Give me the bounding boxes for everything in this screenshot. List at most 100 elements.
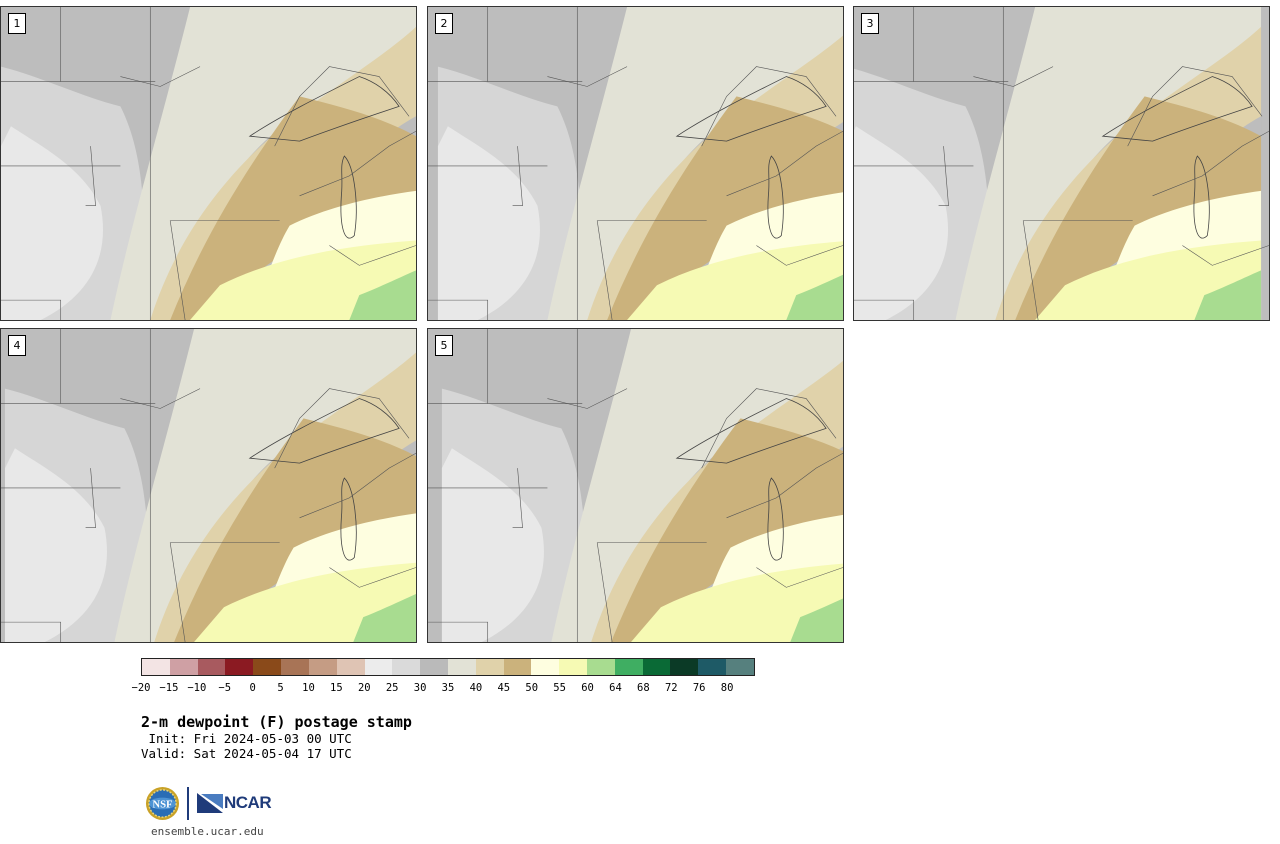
state-border [1152, 130, 1269, 197]
state-border [299, 130, 416, 197]
field-60-64 [1194, 270, 1262, 320]
colorbar-swatch [420, 659, 448, 675]
dewpoint-field [441, 329, 843, 642]
colorbar-tick-label: −20 [131, 682, 151, 694]
nsf-seal-icon: NSF [145, 786, 180, 821]
dewpoint-field [4, 329, 416, 642]
field-20-25 [4, 448, 107, 642]
state-border [512, 468, 523, 529]
colorbar-tick-label: 55 [553, 682, 566, 694]
member-panel-1: 1 [0, 6, 417, 321]
colorbar-tick-label: 40 [469, 682, 483, 694]
state-border [701, 66, 837, 147]
colorbar-swatch [531, 659, 560, 675]
logo-divider [187, 787, 189, 820]
state-border [1, 329, 156, 404]
state-border [596, 220, 613, 320]
lake-michigan-outline [767, 155, 784, 239]
state-border [973, 66, 1054, 87]
lake-superior-outline [1101, 76, 1253, 142]
state-border [120, 388, 201, 409]
state-border [329, 567, 416, 588]
state-border [329, 245, 416, 266]
lake-michigan-outline [340, 155, 357, 239]
state-border [428, 621, 489, 642]
member-panel-3: 3 [853, 6, 1270, 321]
dewpoint-map-2 [428, 7, 843, 320]
state-border [85, 468, 96, 529]
dewpoint-map-4 [1, 329, 416, 642]
state-border [756, 567, 843, 588]
valid-time: Valid: Sat 2024-05-04 17 UTC [141, 746, 352, 761]
field-60-64 [353, 594, 416, 642]
state-border [726, 452, 843, 519]
field-45-50 [170, 96, 416, 320]
lake-michigan-outline [767, 477, 784, 561]
lake-superior-outline [248, 76, 400, 142]
colorbar-tick-label: 45 [497, 682, 511, 694]
field-60-64 [349, 270, 416, 320]
state-border [1, 299, 62, 320]
panel-number-label: 1 [8, 13, 26, 34]
state-border [854, 299, 915, 320]
panel-number-label: 4 [8, 335, 26, 356]
colorbar-tick-label: 5 [277, 682, 284, 694]
lake-michigan-outline [1193, 155, 1210, 239]
init-time: Init: Fri 2024-05-03 00 UTC [141, 731, 352, 746]
state-border [756, 245, 843, 266]
state-border [428, 7, 583, 82]
colorbar-swatch [169, 659, 198, 675]
state-border [854, 7, 1009, 82]
state-border [701, 388, 837, 469]
field-20-25 [854, 126, 949, 320]
panel-number-label: 3 [861, 13, 879, 34]
field-20-25 [1, 126, 104, 320]
state-border [1127, 66, 1263, 147]
colorbar-swatch [447, 659, 476, 675]
colorbar-swatch [142, 659, 170, 675]
colorbar-swatch [726, 659, 754, 675]
dewpoint-map-3 [854, 7, 1269, 320]
field-60-64 [790, 598, 843, 642]
field-20-25 [441, 448, 544, 642]
state-border [169, 220, 186, 320]
state-border [1022, 220, 1039, 320]
state-border [547, 388, 628, 409]
colorbar-swatch [225, 659, 254, 675]
colorbar-tick-label: 68 [637, 682, 650, 694]
state-border [1182, 245, 1269, 266]
dewpoint-colorbar [141, 658, 755, 676]
nsf-logo-text: NSF [152, 798, 173, 810]
field-45-50 [611, 418, 843, 642]
lake-superior-outline [675, 398, 827, 464]
state-border [547, 66, 628, 87]
colorbar-tick-label: 60 [581, 682, 594, 694]
state-border [428, 329, 583, 404]
member-panel-4: 4 [0, 328, 417, 643]
state-border [120, 66, 201, 87]
dewpoint-field [437, 7, 843, 320]
field-20-25 [437, 126, 540, 320]
colorbar-tick-label: 64 [609, 682, 622, 694]
colorbar-tick-labels: −20 −15 −10 −5 0 5 10 15 20 25 30 35 40 45 50 55 60 64 68 7… [132, 682, 755, 696]
colorbar-tick-label: 20 [357, 682, 371, 694]
field-55-60 [631, 563, 843, 642]
colorbar-swatch [587, 659, 615, 675]
lake-superior-outline [675, 76, 827, 142]
colorbar-tick-label: −10 [187, 682, 207, 694]
member-panel-2: 2 [427, 6, 844, 321]
state-border [512, 146, 523, 207]
state-border [596, 542, 613, 642]
footer-url: ensemble.ucar.edu [151, 825, 264, 838]
state-border [85, 146, 96, 207]
colorbar-tick-label: 10 [302, 682, 315, 694]
dewpoint-map-5 [428, 329, 843, 642]
field-55-60 [627, 241, 843, 320]
colorbar-swatch [642, 659, 671, 675]
colorbar-tick-label: 80 [720, 682, 734, 694]
colorbar-tick-label: 0 [249, 682, 256, 694]
colorbar-swatch [698, 659, 727, 675]
colorbar-tick-label: 30 [413, 682, 427, 694]
field-45-50 [174, 418, 416, 642]
state-border [169, 542, 186, 642]
